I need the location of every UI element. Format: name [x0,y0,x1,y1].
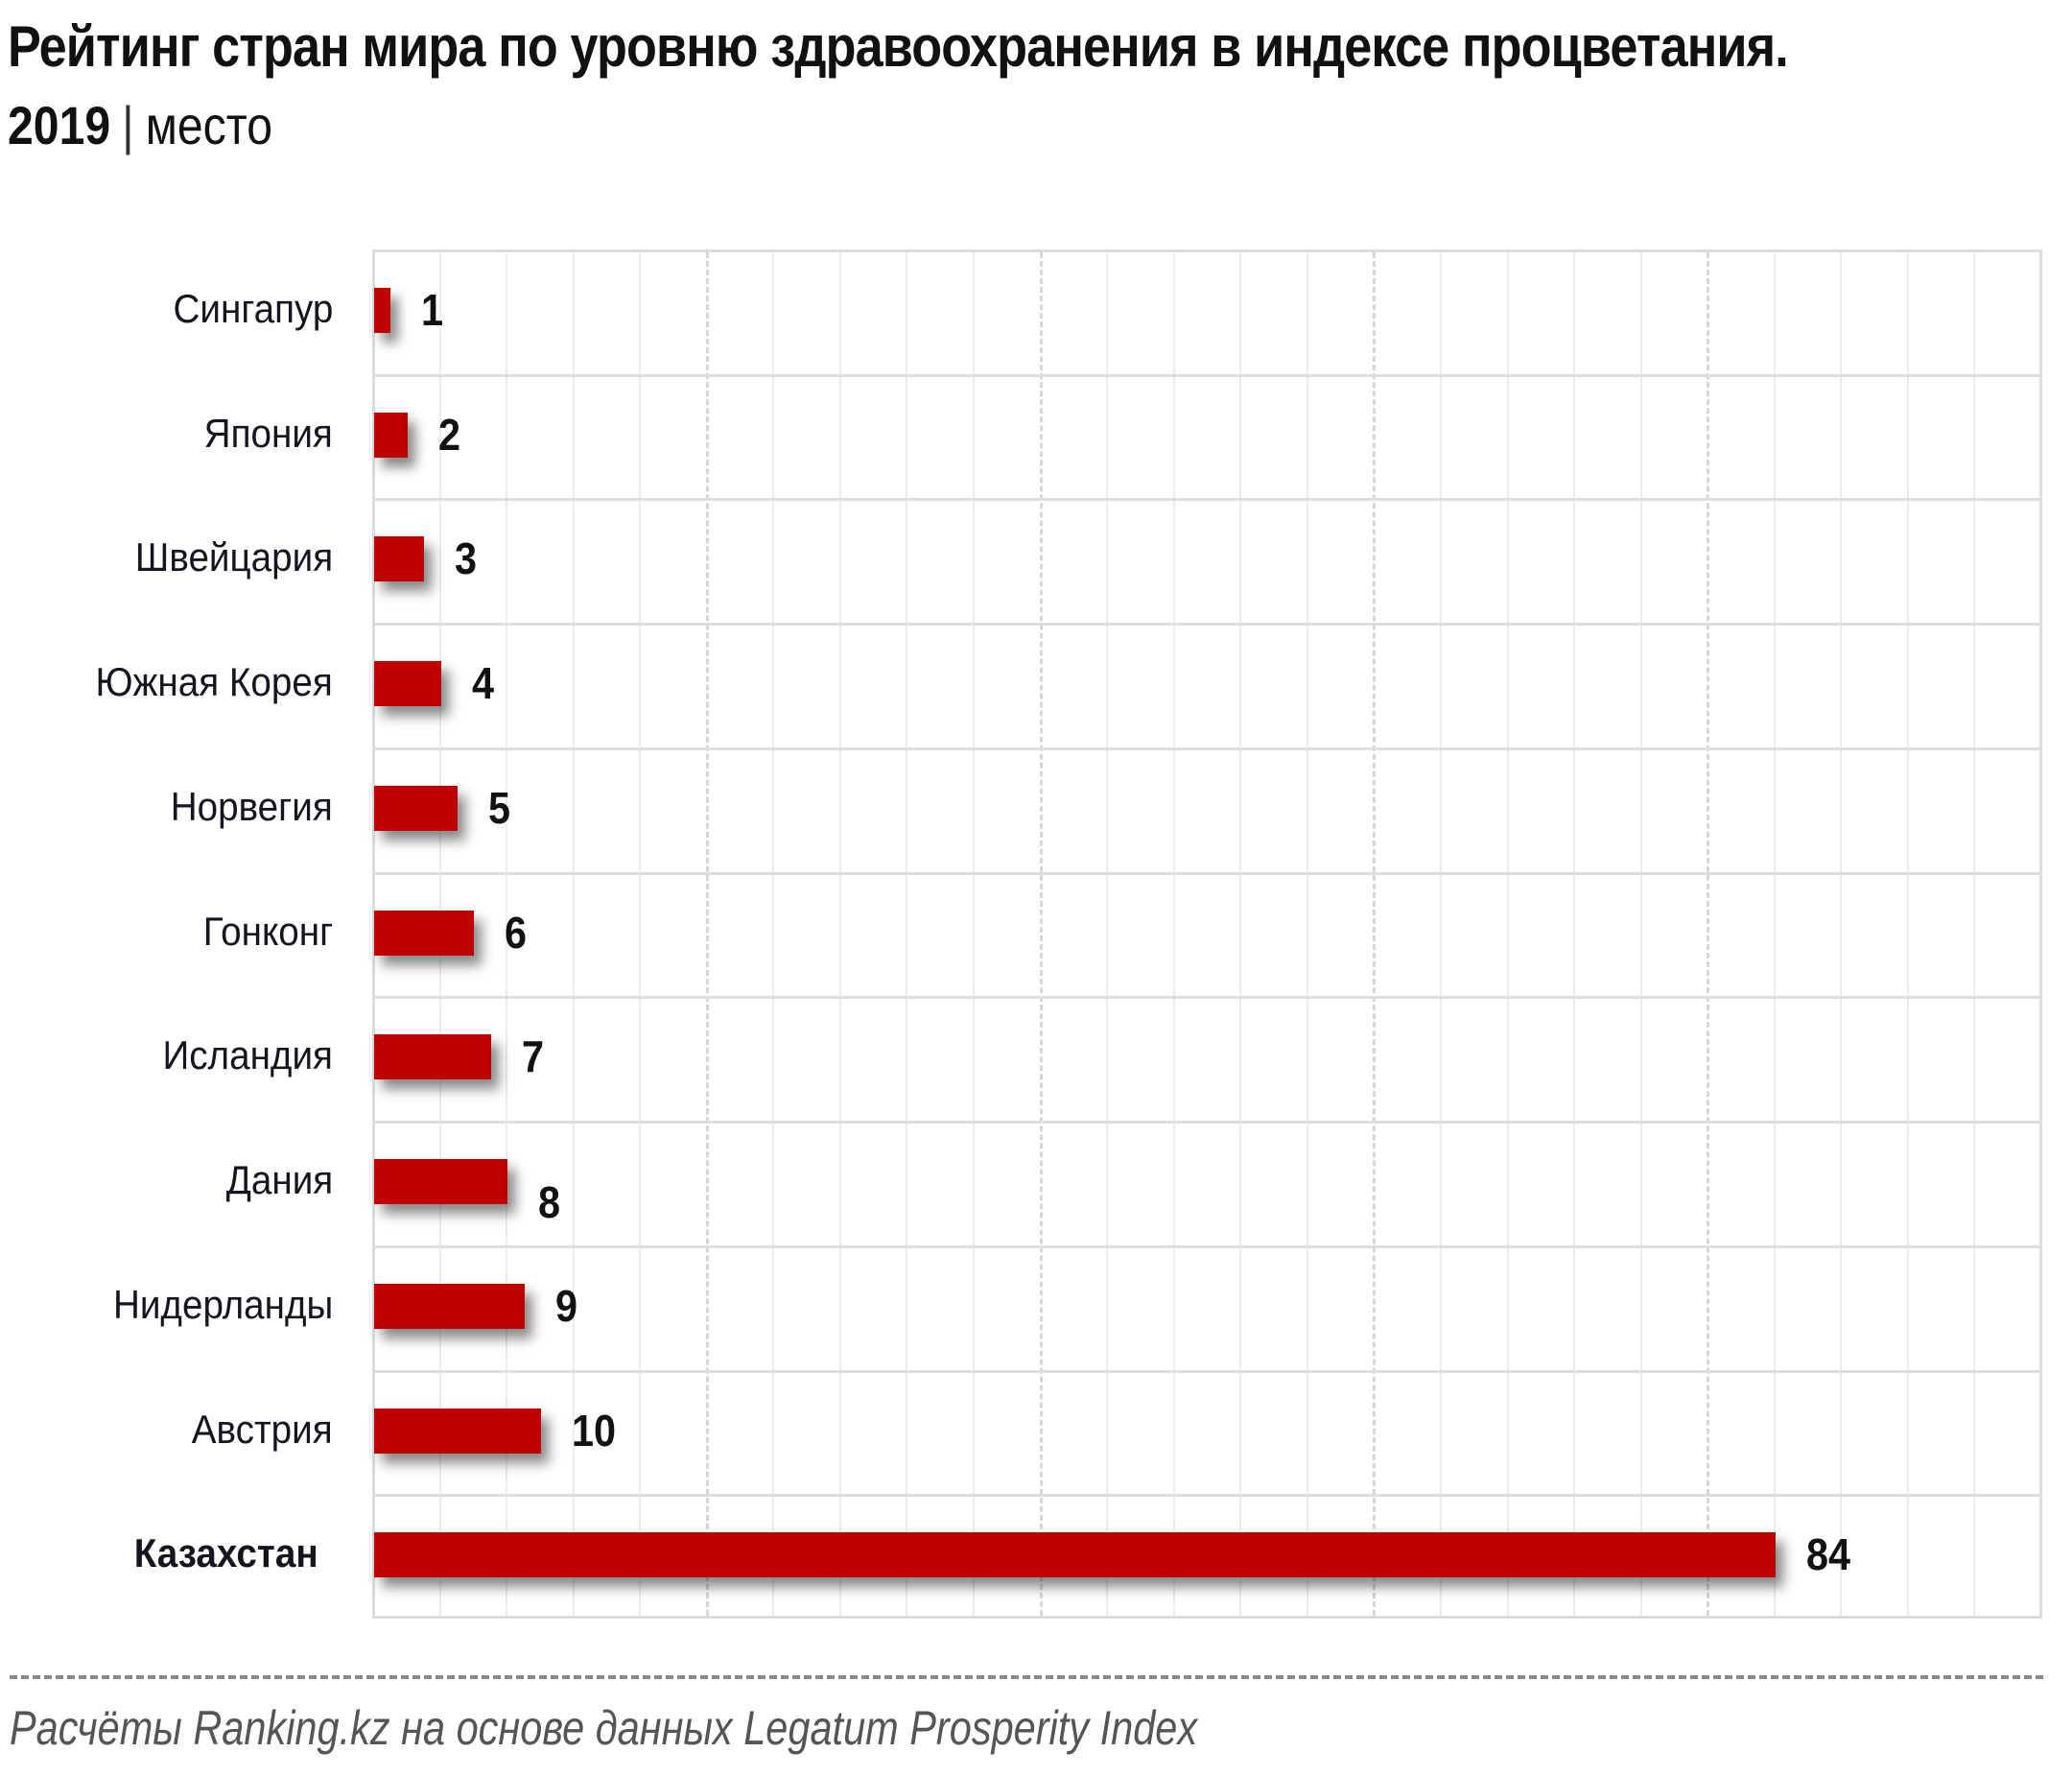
value-label: 8 [538,1177,561,1228]
bar [374,288,391,333]
major-gridline [1707,252,1710,1616]
value-label: 4 [471,658,494,709]
row-separator [375,1244,2039,1248]
category-label: Япония [203,410,333,456]
category-label: Нидерланды [112,1281,333,1327]
value-label: 6 [505,907,528,958]
minor-gridline [572,252,575,1616]
value-label: 10 [571,1405,616,1456]
bar [374,1034,491,1080]
value-label: 1 [421,285,444,335]
subtitle-separator: | [122,95,134,155]
minor-gridline [1106,252,1109,1616]
bar [374,412,408,458]
minor-gridline [1506,252,1509,1616]
row-separator [375,871,2039,875]
minor-gridline [1973,252,1976,1616]
subtitle-unit: место [145,95,273,155]
source-note: Расчёты Ranking.kz на основе данных Lega… [10,1701,1198,1755]
bar [374,910,475,956]
bar [374,1408,541,1454]
category-label: Южная Корея [95,659,333,705]
value-label: 5 [487,782,510,833]
bar [374,1532,1776,1578]
category-label: Дания [225,1157,333,1203]
minor-gridline [639,252,642,1616]
category-label: Австрия [192,1406,333,1452]
minor-gridline [1573,252,1576,1616]
row-separator [375,498,2039,502]
category-label: Сингапур [173,286,333,331]
category-label: Исландия [162,1032,333,1078]
bar-row: Гонконг 6 [0,872,2072,997]
minor-gridline [1773,252,1776,1616]
major-gridline [1373,252,1377,1616]
minor-gridline [838,252,841,1616]
minor-gridline [1906,252,1909,1616]
row-separator [375,1494,2039,1498]
bar-row: Норвегия 5 [0,747,2072,872]
row-separator [375,1121,2039,1125]
minor-gridline [772,252,775,1616]
chart-subtitle: 2019 | место [8,94,272,156]
bar-row: Япония 2 [0,374,2072,499]
category-label: Норвегия [170,783,333,829]
value-label: 7 [521,1031,544,1082]
value-label: 2 [437,409,460,460]
bar [374,661,441,707]
chart-title: Рейтинг стран мира по уровню здравоохран… [8,14,1789,79]
footer-divider [10,1675,2043,1679]
bar [374,1283,525,1329]
minor-gridline [906,252,908,1616]
bar-row: Казахстан 84 [0,1494,2072,1619]
bar-row: Сингапур 1 [0,249,2072,374]
plot-area [372,249,2042,1619]
minor-gridline [1840,252,1843,1616]
bar [374,1159,508,1205]
row-separator [375,373,2039,377]
bar-row: Исландия 7 [0,996,2072,1121]
row-separator [375,996,2039,1000]
major-gridline [705,252,709,1616]
value-label: 84 [1805,1529,1850,1580]
row-separator [375,623,2039,627]
category-label: Швейцария [134,534,333,580]
category-label: Гонконг [202,908,333,954]
minor-gridline [1172,252,1175,1616]
bar-row: Швейцария 3 [0,498,2072,623]
category-label: Казахстан [134,1530,318,1576]
bar-row: Южная Корея 4 [0,623,2072,747]
value-label: 3 [455,533,478,584]
bar-row: Дания 8 [0,1121,2072,1245]
bar-row: Нидерланды 9 [0,1245,2072,1370]
minor-gridline [506,252,508,1616]
subtitle-year: 2019 [8,95,111,155]
minor-gridline [1306,252,1308,1616]
minor-gridline [973,252,976,1616]
row-separator [375,746,2039,750]
row-separator [375,1369,2039,1373]
bar [374,785,458,831]
value-label: 9 [554,1280,577,1331]
minor-gridline [1239,252,1242,1616]
minor-gridline [1639,252,1642,1616]
minor-gridline [1439,252,1442,1616]
major-gridline [1039,252,1043,1616]
bar-row: Австрия 10 [0,1370,2072,1495]
bar [374,536,425,582]
